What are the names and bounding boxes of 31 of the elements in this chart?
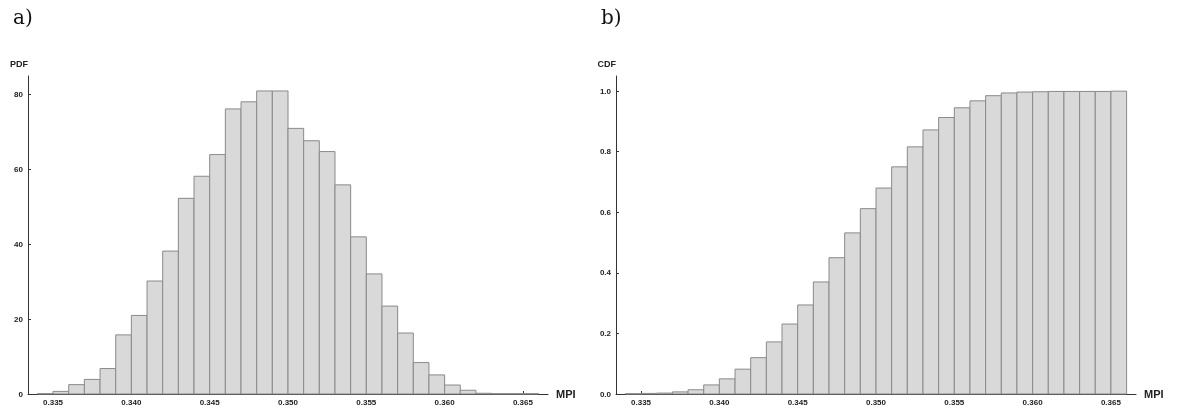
- y-tick-label: 0: [18, 389, 24, 399]
- y-tick-label: 1.0: [599, 86, 612, 96]
- x-tick-label: 0.345: [199, 397, 221, 407]
- y-tick-label: 0.6: [599, 207, 612, 217]
- y-tick-label: 0.2: [599, 328, 612, 338]
- y-axis-title: CDF: [597, 58, 617, 69]
- y-tick-label: 0.0: [599, 389, 612, 399]
- x-tick-label: 0.355: [356, 397, 377, 407]
- y-axis-title: PDF: [10, 58, 29, 69]
- x-tick-label: 0.335: [631, 397, 652, 407]
- x-axis-title: MPI: [556, 388, 576, 400]
- x-tick-label: 0.365: [512, 397, 534, 407]
- x-tick-label: 0.360: [1022, 397, 1044, 407]
- x-tick-label: 0.345: [787, 397, 809, 407]
- y-tick-label: 60: [14, 165, 24, 175]
- chart-title: b): [601, 5, 622, 29]
- x-tick-label: 0.340: [709, 397, 730, 407]
- x-tick-label: 0.360: [434, 397, 456, 407]
- x-tick-label: 0.355: [944, 397, 965, 407]
- y-tick-label: 0.8: [599, 147, 612, 157]
- y-tick-label: 0.4: [599, 268, 612, 278]
- x-tick-label: 0.350: [277, 397, 299, 407]
- x-tick-label: 0.365: [1100, 397, 1122, 407]
- x-tick-label: 0.340: [121, 397, 142, 407]
- x-axis-title: MPI: [1144, 388, 1164, 400]
- y-tick-label: 40: [14, 239, 24, 249]
- x-tick-label: 0.335: [43, 397, 64, 407]
- y-tick-label: 80: [14, 90, 24, 100]
- y-tick-label: 20: [14, 314, 24, 324]
- x-tick-label: 0.350: [865, 397, 887, 407]
- chart-title: a): [13, 5, 33, 29]
